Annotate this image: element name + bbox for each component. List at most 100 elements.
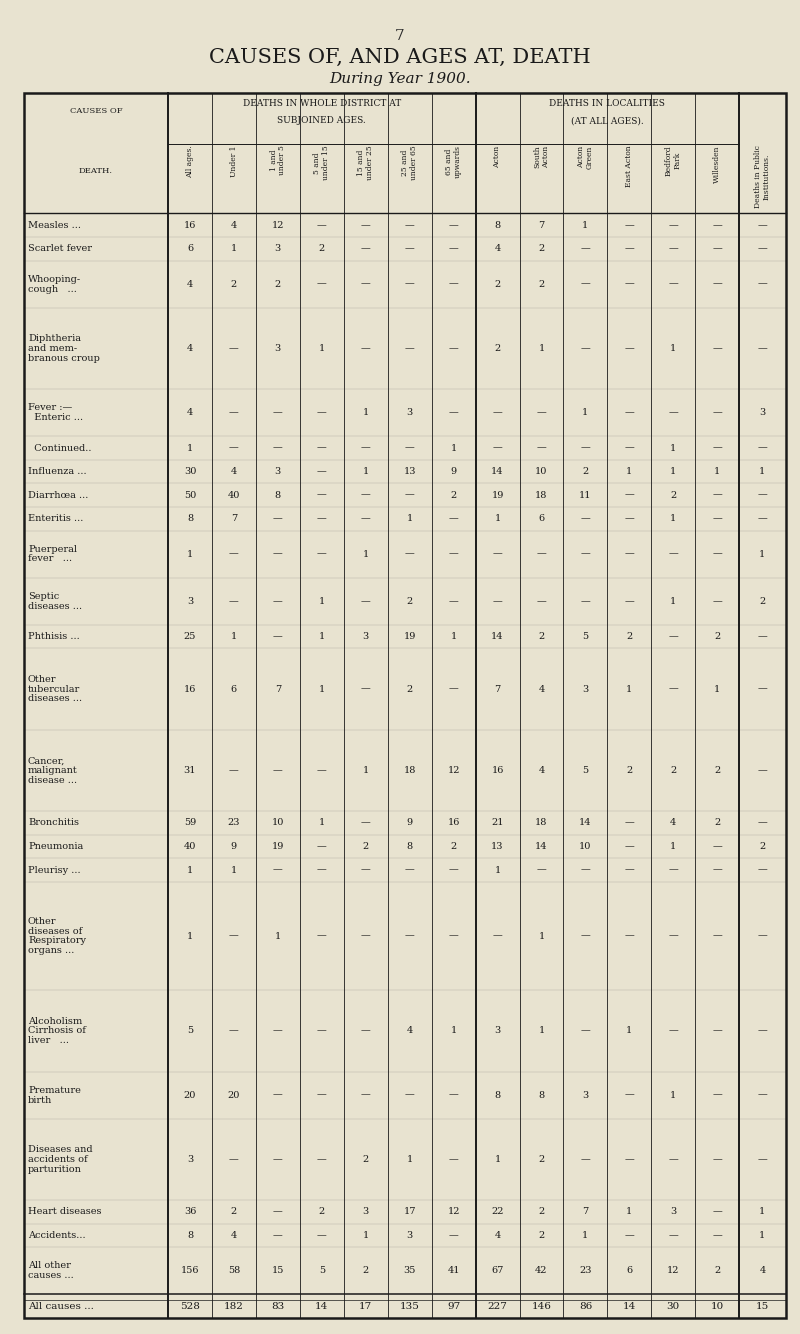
Text: —: —	[758, 766, 767, 775]
Text: 1: 1	[759, 550, 766, 559]
Text: 8: 8	[187, 514, 193, 523]
Text: —: —	[712, 1091, 722, 1099]
Text: 14: 14	[579, 818, 592, 827]
Text: Acton: Acton	[494, 145, 502, 168]
Text: —: —	[361, 684, 370, 694]
Text: 2: 2	[230, 1207, 237, 1217]
Text: Cancer,
malignant
disease ...: Cancer, malignant disease ...	[28, 756, 78, 784]
Text: 1: 1	[538, 1026, 545, 1035]
Text: 30: 30	[184, 467, 196, 476]
Text: 1: 1	[582, 408, 589, 418]
Text: —: —	[625, 842, 634, 851]
Text: —: —	[712, 344, 722, 354]
Text: All other
causes ...: All other causes ...	[28, 1262, 74, 1281]
Text: Whooping-
cough   ...: Whooping- cough ...	[28, 275, 81, 293]
Text: 67: 67	[491, 1266, 504, 1275]
Text: 2: 2	[714, 818, 720, 827]
Text: 10: 10	[272, 818, 284, 827]
Text: 4: 4	[406, 1026, 413, 1035]
Text: —: —	[273, 408, 282, 418]
Text: 12: 12	[447, 1207, 460, 1217]
Text: —: —	[361, 818, 370, 827]
Text: —: —	[317, 931, 326, 940]
Text: 4: 4	[230, 1231, 237, 1241]
Text: 1: 1	[362, 467, 369, 476]
Text: —: —	[449, 220, 458, 229]
Text: 4: 4	[494, 1231, 501, 1241]
Text: 146: 146	[531, 1302, 551, 1311]
Text: —: —	[405, 443, 414, 452]
Text: —: —	[758, 280, 767, 288]
Text: Measles ...: Measles ...	[28, 220, 81, 229]
Text: 2: 2	[362, 1155, 369, 1165]
Text: 2: 2	[626, 632, 633, 642]
Text: —: —	[625, 220, 634, 229]
Text: 3: 3	[406, 1231, 413, 1241]
Text: 3: 3	[670, 1207, 677, 1217]
Text: —: —	[493, 550, 502, 559]
Text: 59: 59	[184, 818, 196, 827]
Text: —: —	[229, 596, 238, 606]
Text: 8: 8	[406, 842, 413, 851]
Text: 8: 8	[274, 491, 281, 500]
Text: 65 and
upwards: 65 and upwards	[446, 145, 462, 179]
Text: 6: 6	[231, 684, 237, 694]
Text: 16: 16	[184, 684, 196, 694]
Text: 1 and
under 5: 1 and under 5	[270, 145, 286, 175]
Text: 6: 6	[187, 244, 193, 253]
Text: —: —	[758, 866, 767, 875]
Text: Fever :—
  Enteric ...: Fever :— Enteric ...	[28, 403, 83, 422]
Text: —: —	[361, 931, 370, 940]
Text: —: —	[537, 443, 546, 452]
Text: Continued..: Continued..	[28, 443, 91, 452]
Text: —: —	[361, 280, 370, 288]
Text: —: —	[229, 1026, 238, 1035]
Text: —: —	[449, 684, 458, 694]
Text: —: —	[712, 866, 722, 875]
Text: 10: 10	[710, 1302, 724, 1311]
Text: —: —	[493, 443, 502, 452]
Text: 1: 1	[494, 866, 501, 875]
Text: —: —	[669, 1026, 678, 1035]
Text: 4: 4	[494, 244, 501, 253]
Text: 25: 25	[184, 632, 196, 642]
Text: —: —	[669, 220, 678, 229]
Text: —: —	[229, 344, 238, 354]
Text: 2: 2	[670, 766, 677, 775]
Text: 7: 7	[230, 514, 237, 523]
Text: 3: 3	[274, 467, 281, 476]
Text: —: —	[625, 1091, 634, 1099]
Text: 3: 3	[187, 596, 193, 606]
Text: —: —	[712, 491, 722, 500]
Text: Willesden: Willesden	[714, 145, 722, 183]
Text: 1: 1	[406, 1155, 413, 1165]
Text: South
Acton: South Acton	[533, 145, 550, 168]
Text: —: —	[581, 344, 590, 354]
Text: 3: 3	[274, 344, 281, 354]
Text: —: —	[758, 443, 767, 452]
Text: 20: 20	[184, 1091, 196, 1099]
Text: 1: 1	[670, 467, 677, 476]
Text: —: —	[317, 280, 326, 288]
Text: 4: 4	[187, 280, 193, 288]
Text: —: —	[361, 596, 370, 606]
Text: 1: 1	[274, 931, 281, 940]
Text: —: —	[449, 1091, 458, 1099]
Text: 2: 2	[670, 491, 677, 500]
Text: 41: 41	[447, 1266, 460, 1275]
Text: 3: 3	[582, 684, 589, 694]
Text: —: —	[405, 550, 414, 559]
Text: —: —	[493, 408, 502, 418]
Text: —: —	[625, 1231, 634, 1241]
Text: —: —	[537, 866, 546, 875]
Text: —: —	[537, 596, 546, 606]
Text: 1: 1	[626, 1026, 633, 1035]
Text: 14: 14	[491, 467, 504, 476]
Text: 1: 1	[626, 1207, 633, 1217]
Text: —: —	[758, 244, 767, 253]
Text: 4: 4	[187, 344, 193, 354]
Text: 8: 8	[494, 1091, 501, 1099]
Text: —: —	[669, 244, 678, 253]
Text: 2: 2	[538, 1207, 545, 1217]
Text: 3: 3	[494, 1026, 501, 1035]
